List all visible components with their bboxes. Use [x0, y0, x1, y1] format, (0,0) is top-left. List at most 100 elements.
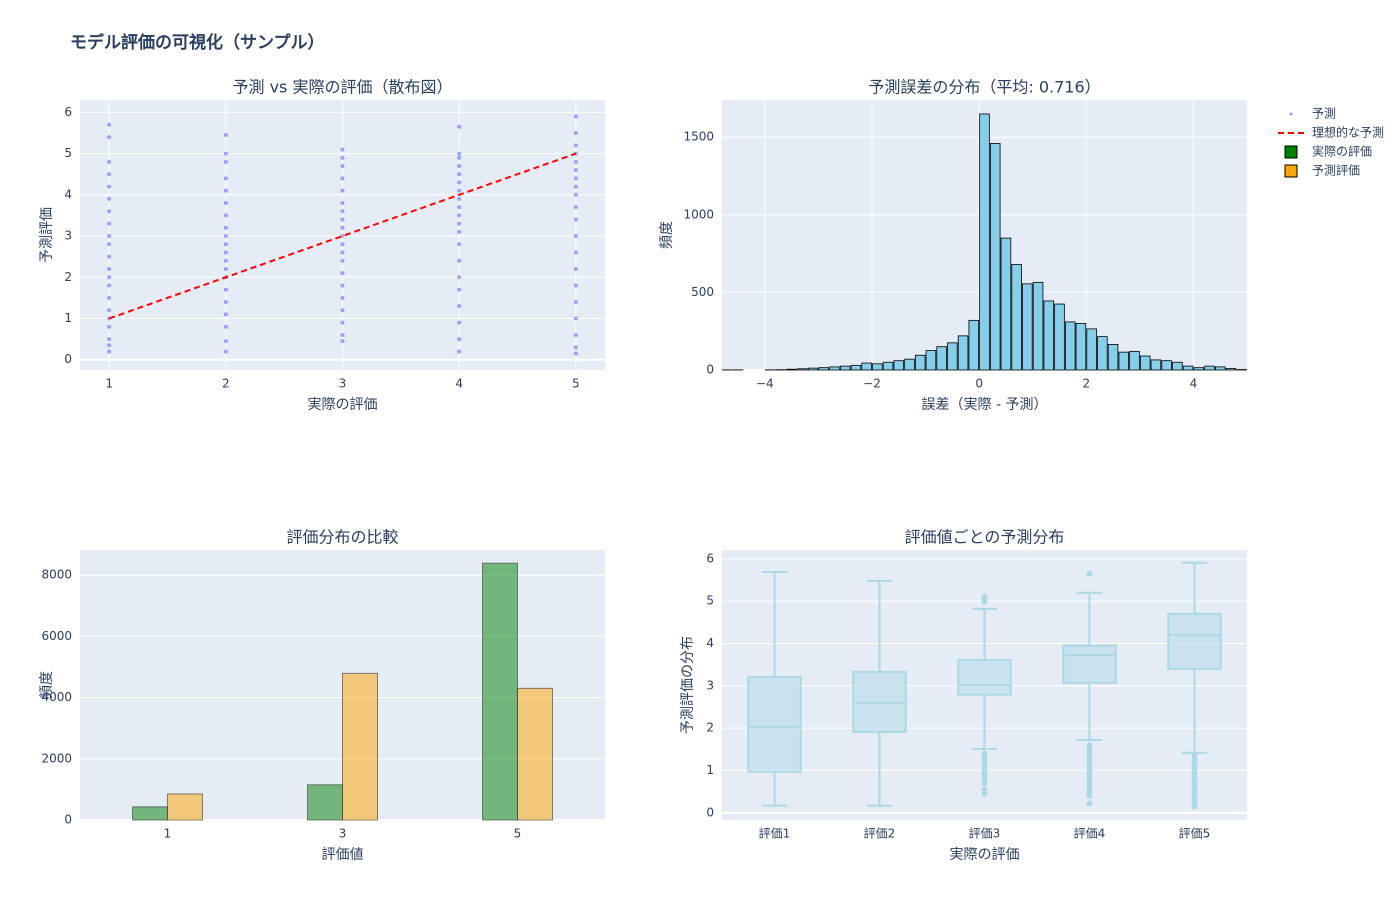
scatter-point	[457, 337, 462, 342]
scatter-point	[340, 320, 345, 325]
y-tick-label: 6	[64, 105, 72, 119]
scatter-point	[573, 184, 578, 189]
outlier	[1191, 752, 1198, 759]
histogram-bar	[1000, 237, 1012, 371]
scatter-point	[457, 304, 462, 309]
scatter-point	[340, 217, 345, 222]
scatter-point	[340, 147, 345, 152]
scatter-point	[457, 287, 462, 292]
scatter-point	[573, 205, 578, 210]
scatter-point	[107, 159, 112, 164]
x-axis-title: 評価値	[322, 847, 364, 863]
scatter-point	[457, 124, 462, 129]
histogram-bar	[1118, 351, 1130, 371]
scatter-point	[457, 242, 462, 247]
x-tick-label: −2	[863, 377, 881, 391]
histogram-bar	[1139, 355, 1151, 371]
outlier	[981, 750, 988, 757]
outlier	[1086, 792, 1093, 799]
y-axis-title: 予測評価	[39, 207, 55, 263]
scatter-point	[223, 339, 228, 344]
y-axis-title: 頻度	[659, 221, 675, 249]
histogram-bar	[1172, 361, 1183, 371]
outlier	[1191, 765, 1198, 772]
histogram-bar	[904, 358, 915, 371]
y-tick-label: 5	[706, 594, 714, 608]
scatter-point	[107, 295, 112, 300]
histogram-bar	[1032, 281, 1044, 371]
legend-label: 予測	[1312, 107, 1336, 121]
x-tick-label: 4	[1190, 377, 1198, 391]
histogram-bar	[807, 367, 819, 371]
y-tick-label: 0	[706, 363, 714, 377]
subplot-title: 評価値ごとの予測分布	[905, 528, 1065, 547]
scatter-point	[107, 221, 112, 226]
y-tick-label: 8000	[41, 568, 72, 582]
legend-symbol	[1284, 145, 1298, 159]
outlier	[1086, 570, 1093, 577]
outlier	[981, 780, 988, 787]
ideal-line	[108, 152, 577, 320]
x-tick-label: 評価4	[1074, 826, 1106, 841]
legend-symbol	[1284, 164, 1298, 178]
outlier	[1086, 800, 1093, 807]
bar	[167, 793, 203, 821]
outlier	[981, 754, 988, 761]
scatter-point	[340, 283, 345, 288]
x-tick-label: 4	[455, 377, 463, 391]
bar	[482, 562, 518, 821]
scatter-point	[573, 217, 578, 222]
y-tick-label: 0	[64, 352, 72, 366]
histogram-bar	[1225, 368, 1237, 371]
histogram-bar	[1022, 283, 1033, 371]
scatter-point	[107, 234, 112, 239]
scatter-point	[340, 308, 345, 313]
scatter-point	[107, 135, 112, 140]
scatter-point	[573, 192, 578, 197]
subplot-title: 予測誤差の分布（平均: 0.716）	[868, 78, 1100, 97]
scatter-point	[107, 209, 112, 214]
scatter-point	[457, 163, 462, 168]
outlier	[981, 786, 988, 793]
outlier	[1191, 790, 1198, 797]
outlier	[1191, 803, 1198, 810]
scatter-point	[457, 172, 462, 177]
histogram-bar	[882, 361, 894, 371]
x-tick-label: 2	[1082, 377, 1090, 391]
histogram-bar	[914, 354, 926, 371]
outlier	[1191, 778, 1198, 785]
y-tick-label: 1500	[683, 130, 714, 144]
scatter-point	[340, 250, 345, 255]
legend-symbol	[1289, 112, 1293, 116]
scatter-point	[107, 337, 112, 342]
scatter-point	[107, 349, 112, 354]
histogram-bar	[872, 363, 883, 371]
outlier	[981, 759, 988, 766]
x-tick-label: 5	[572, 377, 580, 391]
scatter-point	[573, 299, 578, 304]
bar	[307, 784, 343, 821]
figure-title: モデル評価の可視化（サンプル）	[70, 32, 325, 53]
outlier	[1191, 799, 1198, 806]
y-tick-label: 5	[64, 146, 72, 160]
scatter-point	[223, 287, 228, 292]
scatter-point	[223, 324, 228, 329]
scatter-point	[340, 225, 345, 230]
x-tick-label: 3	[339, 377, 347, 391]
scatter-point	[340, 295, 345, 300]
scatter-point	[457, 213, 462, 218]
scatter-point	[573, 143, 578, 148]
scatter-point	[340, 176, 345, 181]
histogram-bar	[957, 335, 969, 371]
scatter-point	[107, 343, 112, 348]
histogram-bar	[1086, 328, 1097, 371]
scatter-point	[107, 275, 112, 280]
y-tick-label: 1000	[683, 207, 714, 221]
scatter-point	[223, 299, 228, 304]
scatter-point	[573, 234, 578, 239]
histogram-bar	[1150, 359, 1162, 371]
scatter-point	[457, 155, 462, 160]
outlier	[1086, 775, 1093, 782]
histogram-bar	[1011, 264, 1022, 371]
outlier	[1086, 750, 1093, 757]
